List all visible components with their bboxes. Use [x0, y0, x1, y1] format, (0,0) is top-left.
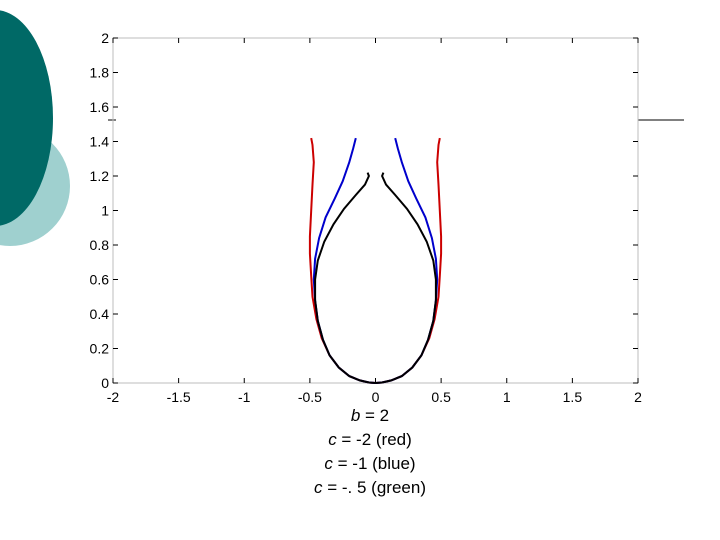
- caption-var-c: c: [324, 454, 333, 473]
- dark-teal-circle: [0, 10, 53, 226]
- x-tick-label: 0.5: [431, 389, 451, 405]
- caption-value-b: = 2: [360, 406, 390, 425]
- x-tick-label: -0.5: [298, 389, 322, 405]
- series-2-right-curve: [375, 172, 437, 384]
- x-tick-label: 1.5: [563, 389, 583, 405]
- y-tick-label: 0.2: [90, 341, 110, 357]
- caption-var-b: b: [350, 406, 361, 425]
- y-tick-label: 1.8: [90, 65, 110, 81]
- x-tick-label: 2: [634, 389, 642, 405]
- y-tick-label: 1.4: [90, 134, 110, 150]
- caption-value-c-green: = -. 5 (green): [322, 478, 426, 497]
- y-tick-label: 0.4: [90, 306, 110, 322]
- caption-var-c: c: [314, 478, 323, 497]
- caption-line-c-green: c = -. 5 (green): [260, 476, 480, 500]
- caption-value-c-red: = -2 (red): [336, 430, 412, 449]
- caption-var-c: c: [328, 430, 337, 449]
- y-tick-label: 0.6: [90, 272, 110, 288]
- y-tick-label: 1: [101, 203, 109, 219]
- y-tick-label: 2: [101, 30, 109, 46]
- x-tick-label: -1: [238, 389, 251, 405]
- x-tick-label: -1.5: [167, 389, 191, 405]
- y-tick-label: 0.8: [90, 237, 110, 253]
- caption-line-b: b = 2: [260, 404, 480, 428]
- y-tick-label: 1.6: [90, 99, 110, 115]
- series-2-left-curve: [314, 172, 376, 384]
- caption-line-c-red: c = -2 (red): [260, 428, 480, 452]
- series-1-right-curve: [375, 137, 439, 384]
- caption-line-c-blue: c = -1 (blue): [260, 452, 480, 476]
- x-tick-label: 1: [503, 389, 511, 405]
- axes-layer: [112, 37, 639, 384]
- ticks-layer: -2 -1.5 -1 -0.5 0 0.5 1 1.5 2 0 0.2 0.4 0.6 0.8 1 1.2 1.…: [90, 30, 643, 405]
- series-0-left-curve: [308, 137, 376, 384]
- y-tick-label: 1.2: [90, 168, 110, 184]
- caption-value-c-blue: = -1 (blue): [332, 454, 416, 473]
- x-tick-label: -2: [107, 389, 120, 405]
- y-tick-label: 0: [101, 375, 109, 391]
- series-1-left-curve: [312, 137, 376, 384]
- plot-frame: [112, 37, 639, 384]
- x-tick-label: 0: [372, 389, 380, 405]
- series-0-right-curve: [375, 137, 443, 384]
- caption: b = 2 c = -2 (red) c = -1 (blue) c = -. …: [260, 404, 480, 500]
- series-layer: [308, 137, 443, 384]
